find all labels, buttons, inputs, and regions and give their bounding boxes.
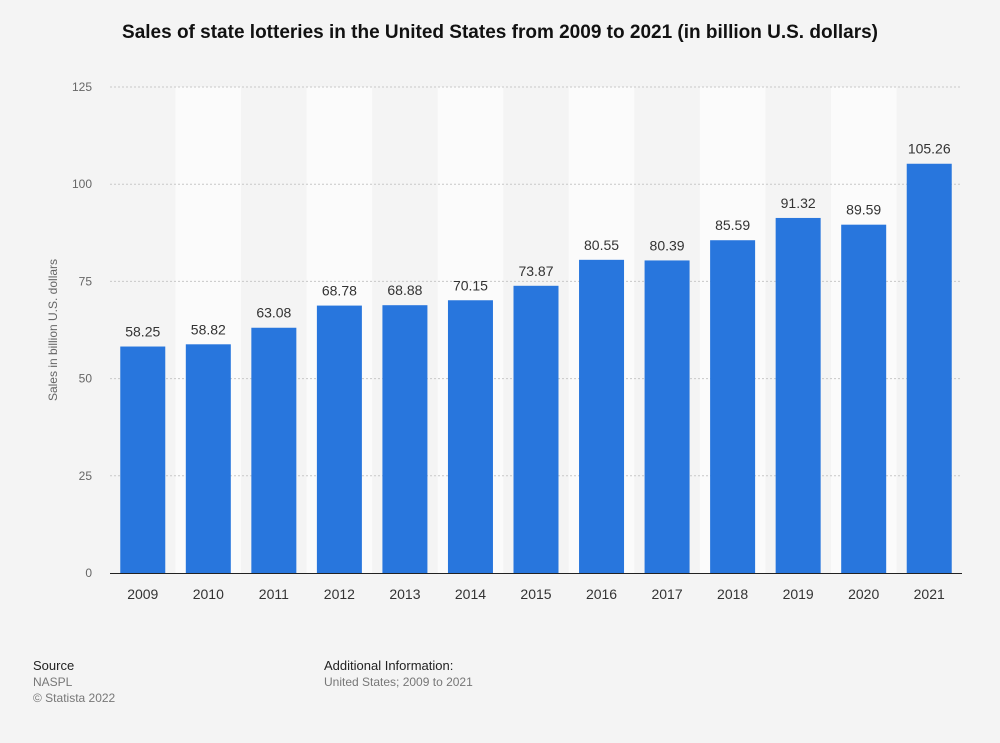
x-tick-label: 2019: [783, 586, 814, 602]
value-label: 89.59: [846, 202, 881, 218]
y-tick-label: 100: [72, 177, 92, 191]
x-tick-label: 2015: [520, 586, 551, 602]
value-label: 80.39: [650, 237, 685, 253]
bar: [710, 240, 756, 573]
y-tick-label: 125: [72, 80, 92, 94]
info-heading: Additional Information:: [324, 658, 454, 673]
bar: [775, 217, 821, 573]
source-heading: Source: [33, 658, 75, 673]
value-label: 73.87: [518, 263, 553, 279]
bar: [906, 163, 952, 573]
info-text: United States; 2009 to 2021: [324, 675, 473, 689]
x-tick-label: 2021: [914, 586, 945, 602]
bar: [841, 224, 887, 574]
x-tick-label: 2010: [193, 586, 224, 602]
value-label: 68.88: [387, 282, 422, 298]
value-label: 105.26: [908, 141, 951, 157]
value-label: 58.25: [125, 324, 160, 340]
x-tick-label: 2018: [717, 586, 748, 602]
x-tick-label: 2017: [651, 586, 682, 602]
bars: [120, 163, 952, 574]
chart-title: Sales of state lotteries in the United S…: [122, 22, 878, 43]
source-block: Source NASPL © Statista 2022: [33, 658, 115, 706]
x-tick-label: 2009: [127, 586, 158, 602]
y-axis-ticks: 0 25 50 75 100 125: [72, 80, 92, 580]
y-axis-label: Sales in billion U.S. dollars: [46, 259, 60, 401]
y-tick-label: 50: [79, 372, 93, 386]
bar: [316, 305, 362, 573]
bar: [251, 327, 297, 573]
bar: [447, 300, 493, 573]
y-tick-label: 25: [79, 469, 93, 483]
y-tick-label: 75: [79, 274, 93, 288]
bar: [513, 285, 559, 573]
value-label: 58.82: [191, 321, 226, 337]
value-label: 91.32: [781, 195, 816, 211]
bar: [382, 305, 428, 573]
y-tick-label: 0: [85, 566, 92, 580]
x-tick-label: 2014: [455, 586, 486, 602]
value-label: 80.55: [584, 237, 619, 253]
bar: [185, 344, 231, 573]
x-axis-ticks: 2009 2010 2011 2012 2013 2014 2015 2016 2017 2018…: [127, 586, 945, 602]
value-label: 85.59: [715, 217, 750, 233]
additional-info-block: Additional Information: United States; 2…: [324, 658, 473, 690]
bar: [579, 259, 625, 573]
value-label: 63.08: [256, 305, 291, 321]
bar-chart: 0 25 50 75 100 125 58.25 58.82 63.08 68.78 68.88 7…: [46, 80, 962, 602]
value-labels: 58.25 58.82 63.08 68.78 68.88 70.15 73.87 80.55…: [125, 141, 951, 340]
value-label: 70.15: [453, 277, 488, 293]
source-name: NASPL: [33, 675, 73, 689]
x-tick-label: 2013: [389, 586, 420, 602]
x-tick-label: 2012: [324, 586, 355, 602]
bar: [120, 346, 166, 573]
bar: [644, 260, 690, 573]
copyright: © Statista 2022: [33, 691, 116, 705]
x-tick-label: 2020: [848, 586, 879, 602]
x-tick-label: 2011: [259, 586, 289, 602]
x-tick-label: 2016: [586, 586, 617, 602]
value-label: 68.78: [322, 283, 357, 299]
